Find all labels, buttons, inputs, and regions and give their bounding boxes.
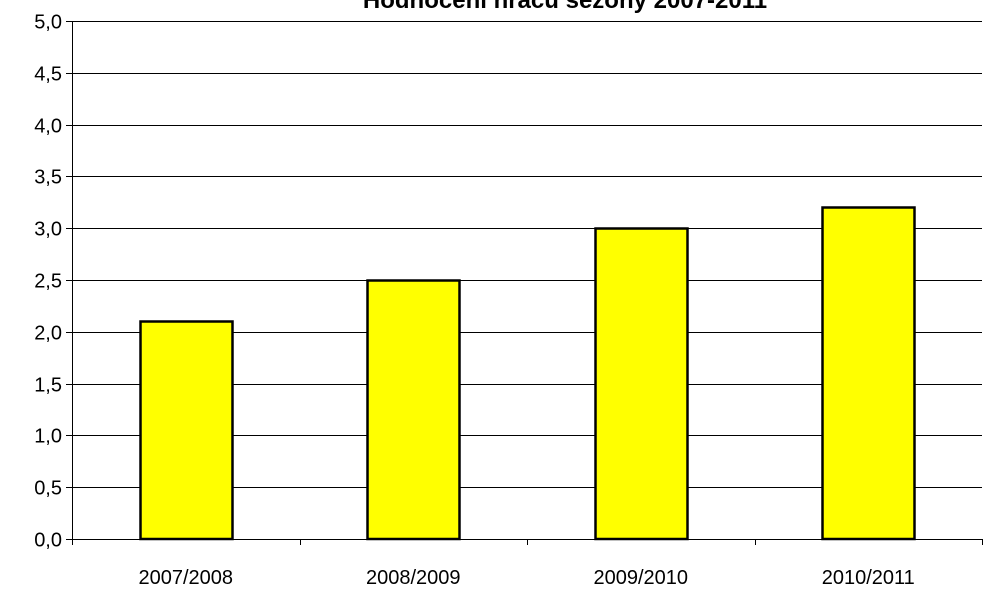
axes <box>66 21 983 545</box>
y-tick-label: 4,5 <box>34 64 62 86</box>
bar-2008-2009 <box>366 279 461 541</box>
y-axis-tick-labels: 0,0 0,5 1,0 1,5 2,0 2,5 3,0 3,5 4,0 4,5 5,0 <box>34 12 62 552</box>
y-tick-label: 4,0 <box>34 116 62 138</box>
bars <box>139 206 916 541</box>
x-axis-tick-labels: 2007/2008 2008/2009 2009/2010 2010/2011 <box>138 567 914 589</box>
y-tick-label: 2,0 <box>34 323 62 345</box>
bar-2010-2011 <box>821 206 916 541</box>
x-tick-label: 2010/2011 <box>822 567 915 589</box>
y-tick-label: 1,5 <box>34 375 62 397</box>
x-tick-label: 2007/2008 <box>138 567 233 589</box>
y-tick-label: 5,0 <box>34 12 62 34</box>
chart-title: Hodnocení hráčů sezóny 2007-2011 <box>363 0 767 14</box>
bar-2007-2008 <box>139 320 234 541</box>
y-tick-label: 3,0 <box>34 219 62 241</box>
y-tick-label: 0,0 <box>34 530 62 552</box>
y-tick-label: 0,5 <box>34 478 62 500</box>
y-tick-label: 2,5 <box>34 271 62 293</box>
y-tick-label: 3,5 <box>34 167 62 189</box>
bar-2009-2010 <box>594 227 689 541</box>
x-tick-label: 2009/2010 <box>593 567 688 589</box>
x-tick-label: 2008/2009 <box>366 567 461 589</box>
y-tick-label: 1,0 <box>34 426 62 448</box>
